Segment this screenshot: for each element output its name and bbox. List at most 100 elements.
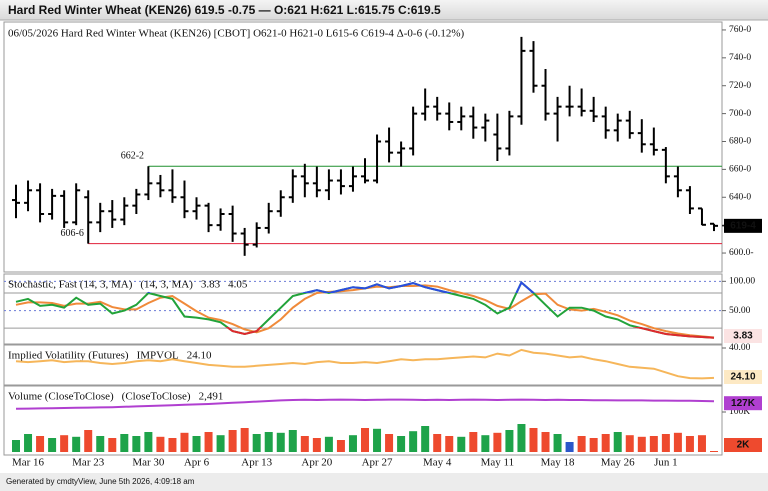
panel-title: Volume (CloseToClose)	[8, 391, 114, 403]
price-panel	[3, 21, 723, 273]
volume-bar	[457, 436, 466, 452]
x-tick-label: Apr 13	[241, 457, 272, 469]
window-title: Hard Red Winter Wheat (KEN26) 619.5 -0.7…	[8, 3, 441, 17]
volume-bar	[288, 430, 297, 452]
x-tick-label: Apr 6	[184, 457, 210, 469]
level-label: 662-2	[121, 151, 144, 162]
x-tick-label: Mar 30	[132, 457, 165, 469]
volume-bar	[421, 426, 430, 452]
volume-bar	[312, 438, 321, 452]
footer-bar	[0, 473, 768, 491]
volume-bar	[132, 436, 141, 452]
title-bar	[0, 0, 768, 20]
volume-bar	[589, 438, 598, 452]
y-tick-label: 100.00	[729, 277, 755, 287]
x-tick-label: Mar 23	[72, 457, 105, 469]
x-tick-label: May 26	[601, 457, 635, 469]
legend-name: (14, 3, MA)	[140, 279, 193, 291]
volume-bar	[517, 424, 526, 452]
volume-bar	[397, 436, 406, 452]
last-value-label-box	[724, 370, 762, 384]
volume-bar	[361, 428, 369, 452]
legend-value: 24.10	[187, 350, 212, 362]
y-tick-label: 680-0	[729, 137, 751, 147]
volume-bar	[348, 435, 357, 452]
volume-bar	[685, 436, 694, 452]
y-tick-label: 640-0	[729, 192, 751, 202]
volume-bar	[60, 435, 69, 452]
volume-bar	[324, 436, 333, 452]
level-label: 606-6	[61, 228, 84, 239]
volume-bar	[240, 428, 249, 452]
volume-bar	[649, 436, 658, 452]
legend-value: 4.05	[228, 279, 248, 291]
volume-bar	[156, 436, 165, 452]
volume-last-label: 2K	[737, 440, 751, 451]
volume-last-label-box	[724, 438, 762, 452]
volume-bar	[168, 438, 177, 452]
last-price-label-box	[724, 218, 762, 233]
legend-value: 3.83	[201, 279, 221, 291]
x-tick-label: May 18	[541, 457, 575, 469]
panel-title: Implied Volatility (Futures)	[8, 350, 129, 362]
iv-panel	[3, 344, 723, 386]
volume-bar	[673, 432, 682, 452]
volume-bar	[300, 436, 309, 452]
x-tick-label: Apr 27	[362, 457, 393, 469]
volume-bar	[469, 432, 478, 452]
volume-bar	[108, 438, 117, 452]
volume-bar	[541, 432, 550, 452]
volume-bar	[264, 432, 273, 452]
volume-bar	[697, 435, 706, 452]
last-price-label: 619-4	[730, 220, 756, 231]
volume-bar	[481, 435, 490, 452]
last-value-label-box	[724, 329, 762, 343]
last-value-label: 24.10	[730, 372, 755, 383]
volume-bar	[96, 436, 105, 452]
x-tick-label: Mar 16	[12, 457, 45, 469]
legend-name: IMPVOL	[137, 350, 179, 362]
volume-bar	[433, 434, 442, 452]
volume-bar	[336, 440, 345, 452]
volume-bar	[385, 434, 394, 452]
volume-bar	[228, 430, 237, 452]
volume-bar	[373, 428, 382, 452]
volume-bar	[36, 436, 45, 452]
volume-bar	[12, 440, 20, 452]
y-tick-label: 720-0	[729, 81, 751, 91]
volume-bar	[180, 432, 189, 452]
volume-bar	[505, 430, 514, 452]
y-tick-label: 740-0	[729, 53, 751, 63]
y-tick-label: 40.00	[729, 343, 751, 353]
y-tick-label: 760-0	[729, 25, 751, 35]
volume-bar	[529, 428, 538, 452]
y-tick-label: 50.00	[729, 306, 751, 316]
volume-bar	[493, 432, 502, 452]
volume-bar	[72, 436, 81, 452]
oi-last-label-box	[724, 396, 762, 411]
legend-name: (CloseToClose)	[122, 391, 191, 403]
volume-bar	[577, 436, 586, 452]
last-value-label: 3.83	[733, 331, 753, 342]
legend-value: 2,491	[199, 391, 224, 403]
y-tick-label: 660-0	[729, 165, 751, 175]
volume-bar	[84, 430, 93, 452]
volume-bar	[216, 435, 225, 452]
volume-bar	[120, 434, 129, 452]
volume-bar	[637, 436, 646, 452]
oi-last-label: 127K	[731, 398, 756, 409]
volume-bar	[192, 436, 201, 452]
volume-bar	[252, 434, 261, 452]
x-tick-label: Jun 1	[654, 457, 678, 469]
series-line	[15, 398, 715, 410]
overbought-line	[146, 280, 535, 293]
volume-bar	[625, 435, 634, 452]
x-tick-label: Apr 20	[301, 457, 332, 469]
volume-bar	[661, 434, 670, 452]
chart-subtitle: 06/05/2026 Hard Red Winter Wheat (KEN26)…	[8, 28, 465, 40]
series-line	[15, 348, 715, 380]
volume-bar	[204, 432, 213, 452]
y-tick-label: 700-0	[729, 109, 751, 119]
volume-bar	[48, 438, 57, 452]
